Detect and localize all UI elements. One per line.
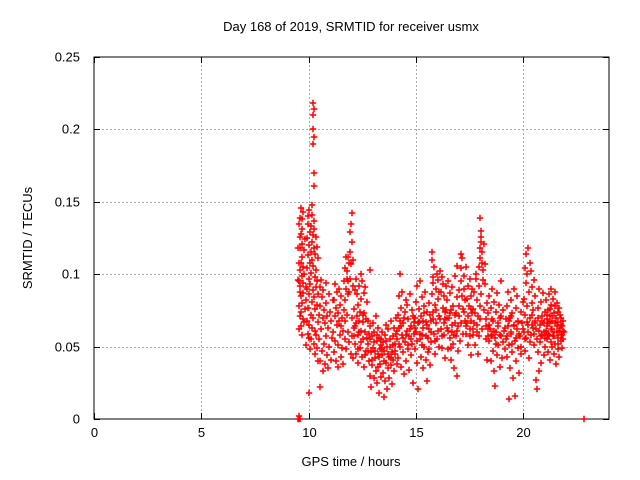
gridlines: [94, 57, 609, 419]
tick-marks: [94, 57, 609, 420]
y-tick-label: 0.25: [55, 50, 80, 65]
y-tick-labels: 0 0.05 0.1 0.15 0.2 0.25: [55, 50, 80, 427]
y-tick-label: 0.2: [62, 122, 80, 137]
y-tick-label: 0.05: [55, 340, 80, 355]
y-tick-label: 0: [73, 412, 80, 427]
x-tick-labels: 0 5 10 15 20: [91, 425, 531, 440]
y-tick-label: 0.15: [55, 195, 80, 210]
axes-box: [93, 56, 610, 420]
x-tick-label: 15: [409, 425, 423, 440]
x-tick-label: 20: [516, 425, 530, 440]
x-tick-label: 5: [198, 425, 205, 440]
x-axis-label: GPS time / hours: [302, 454, 401, 469]
chart-title: Day 168 of 2019, SRMTID for receiver usm…: [223, 19, 479, 34]
x-tick-label: 0: [91, 425, 98, 440]
data-points: [294, 99, 588, 423]
y-axis-label: SRMTID / TECUs: [20, 186, 35, 289]
y-tick-label: 0.1: [62, 267, 80, 282]
x-tick-label: 10: [302, 425, 316, 440]
